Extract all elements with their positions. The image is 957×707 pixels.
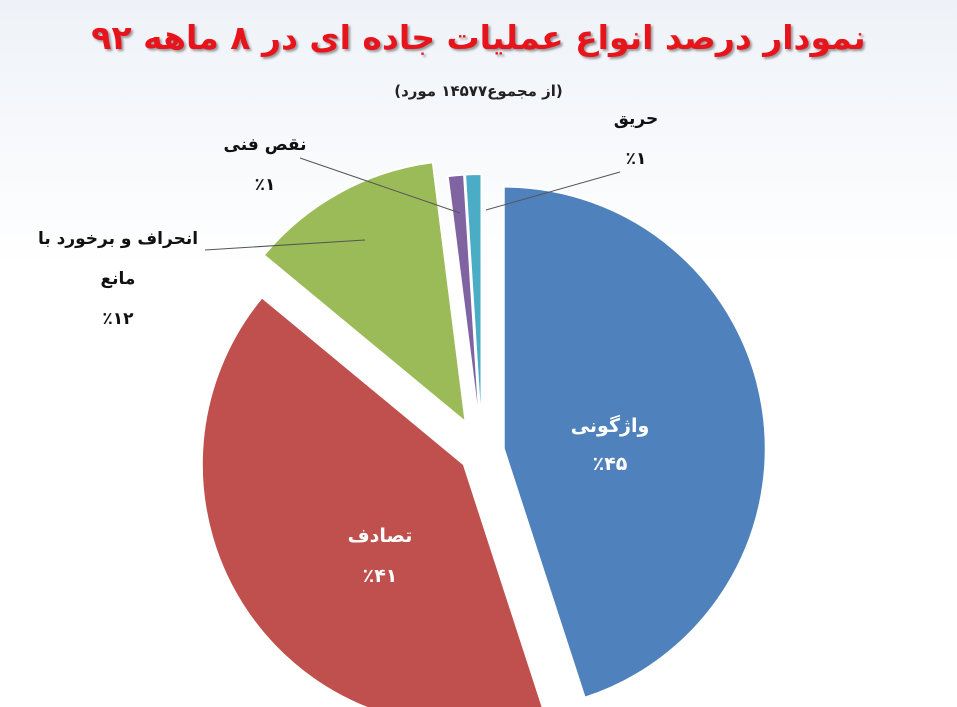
slice-fire bbox=[463, 173, 483, 437]
leader-line bbox=[204, 239, 366, 251]
label-deviation: انحراف و برخورد با مانع ٪۱۲ bbox=[38, 229, 198, 329]
slice-deviation bbox=[262, 161, 467, 425]
label-collision: تصادف ٪۴۱ bbox=[348, 525, 413, 587]
leader-line bbox=[485, 171, 621, 211]
leader-line bbox=[299, 157, 461, 214]
label-technical-fault: نقص فنی ٪۱ bbox=[224, 135, 307, 195]
slice-technical-fault bbox=[446, 173, 482, 437]
slice-collision bbox=[200, 295, 544, 707]
label-fire: حریق ٪۱ bbox=[614, 109, 659, 169]
chart-title: نمودار درصد انواع عملیات جاده ای در ۸ ما… bbox=[91, 18, 866, 57]
label-overturn: واژگونی ٪۴۵ bbox=[571, 414, 650, 475]
chart-subtitle: (از مجموع۱۴۵۷۷ مورد) bbox=[394, 82, 563, 100]
slice-overturn bbox=[502, 185, 767, 699]
